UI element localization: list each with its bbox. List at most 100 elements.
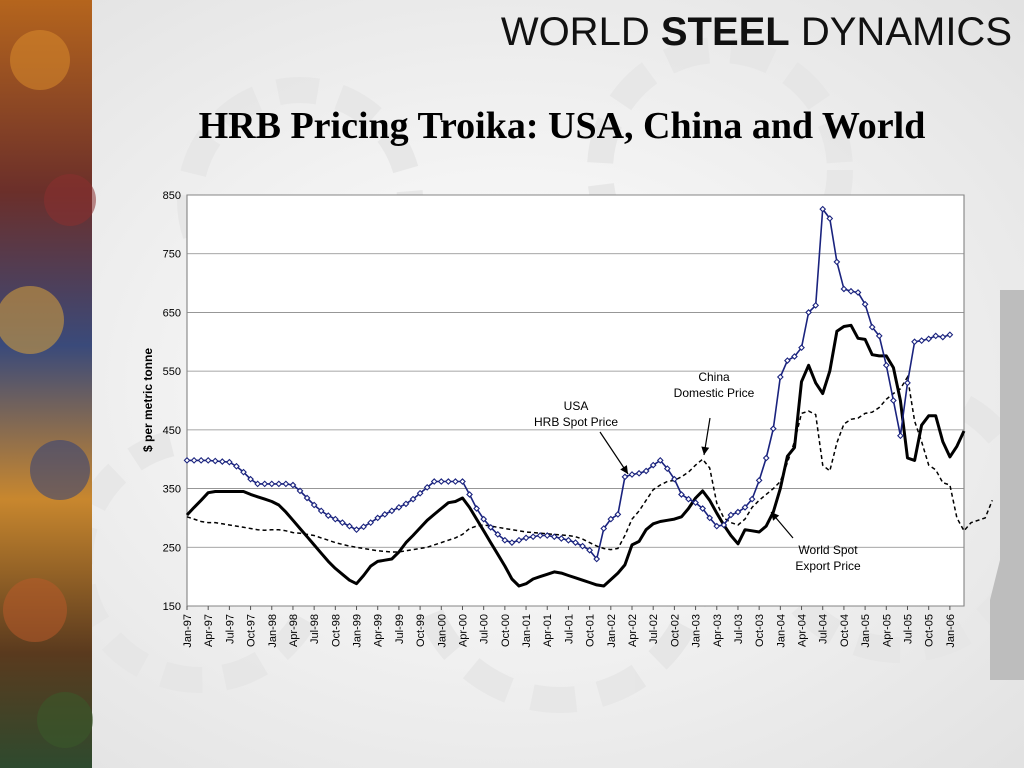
usa-point — [649, 461, 657, 469]
y-tick-label: 250 — [163, 542, 181, 554]
x-tick-label: Apr-00 — [457, 614, 469, 647]
x-tick-label: Jul-99 — [394, 614, 406, 644]
usa-point — [261, 480, 269, 488]
x-tick-label: Jul-05 — [902, 614, 914, 644]
usa-point — [536, 532, 544, 539]
usa-point — [656, 457, 664, 464]
usa-point — [741, 503, 749, 511]
usa-point — [579, 542, 586, 550]
usa-point — [487, 523, 495, 531]
usa-point — [459, 478, 466, 485]
usa-point — [642, 467, 650, 475]
usa-point — [494, 530, 502, 538]
y-tick-label: 750 — [163, 249, 181, 261]
usa-point — [233, 462, 240, 470]
usa-point — [402, 500, 410, 508]
x-tick-label: Apr-01 — [542, 614, 554, 647]
x-tick-label: Apr-97 — [203, 614, 215, 647]
y-tick-label: 650 — [163, 307, 181, 319]
annotation-text: Domestic Price — [674, 386, 755, 400]
usa-point — [303, 494, 311, 502]
usa-point — [875, 332, 883, 340]
usa-point — [628, 471, 636, 478]
usa-point — [819, 205, 827, 213]
usa-point — [522, 534, 530, 542]
usa-point — [381, 511, 389, 518]
usa-point — [572, 539, 579, 546]
usa-point — [515, 536, 523, 544]
usa-point — [289, 481, 297, 489]
usa-point — [586, 546, 594, 554]
x-tick-label: Apr-04 — [797, 614, 809, 647]
brand-dynamics: DYNAMICS — [800, 10, 1012, 54]
usa-point — [466, 491, 473, 498]
usa-point — [762, 454, 770, 462]
brand-logo: WORLD STEEL DYNAMICS — [501, 10, 1012, 55]
usa-point — [706, 514, 714, 522]
x-tick-label: Jan-00 — [436, 614, 448, 648]
usa-point — [190, 457, 198, 464]
x-tick-label: Jan-01 — [521, 614, 533, 648]
usa-point — [529, 533, 537, 541]
annotation-arrowhead — [771, 512, 780, 521]
usa-point — [699, 505, 707, 512]
usa-point — [833, 258, 841, 266]
usa-point — [727, 511, 735, 519]
usa-point — [268, 480, 276, 488]
usa-point — [183, 457, 191, 464]
usa-point — [911, 338, 918, 346]
usa-point — [254, 480, 262, 488]
usa-point — [812, 302, 820, 309]
usa-point — [473, 505, 480, 512]
usa-point — [805, 309, 812, 316]
usa-point — [671, 475, 678, 483]
x-tick-label: Jan-03 — [691, 614, 703, 648]
x-tick-label: Jan-99 — [352, 614, 364, 648]
usa-point — [543, 532, 551, 539]
usa-point — [889, 397, 897, 404]
usa-point — [437, 478, 445, 485]
usa-point — [755, 476, 763, 484]
usa-point — [607, 515, 615, 523]
usa-point — [409, 495, 417, 503]
annotation-text: HRB Spot Price — [534, 415, 618, 429]
usa-point — [685, 495, 692, 503]
annotation-arrow — [599, 431, 629, 475]
x-tick-label: Oct-04 — [839, 614, 851, 647]
x-tick-label: Jul-04 — [818, 614, 830, 644]
page-title: HRB Pricing Troika: USA, China and World — [198, 105, 926, 147]
usa-point — [339, 519, 346, 527]
usa-point — [932, 332, 940, 340]
usa-point — [353, 526, 360, 534]
usa-point — [360, 523, 367, 531]
usa-point — [734, 508, 742, 516]
usa-point — [275, 480, 283, 488]
usa-point — [508, 539, 516, 546]
usa-point — [868, 323, 876, 331]
usa-point — [635, 469, 643, 477]
usa-point — [663, 465, 671, 472]
x-tick-label: Apr-98 — [288, 614, 300, 647]
usa-point — [282, 480, 290, 488]
usa-point — [374, 514, 382, 522]
usa-point — [331, 515, 339, 523]
y-tick-label: 350 — [163, 484, 181, 496]
usa-point — [430, 478, 438, 485]
x-tick-label: Jul-03 — [733, 614, 745, 644]
usa-point — [925, 335, 933, 343]
usa-point — [395, 503, 403, 511]
x-tick-label: Jan-97 — [182, 614, 194, 648]
usa-point — [720, 521, 728, 529]
usa-point — [904, 379, 911, 387]
annotation-text: Export Price — [795, 559, 861, 573]
usa-point — [388, 507, 396, 515]
series-layer — [183, 205, 993, 588]
usa-point — [692, 499, 699, 507]
usa-point — [946, 331, 954, 339]
x-tick-label: Oct-01 — [585, 614, 597, 647]
series-line-china — [186, 374, 993, 553]
usa-point — [310, 501, 318, 509]
usa-point — [897, 432, 904, 440]
usa-point — [769, 425, 777, 433]
